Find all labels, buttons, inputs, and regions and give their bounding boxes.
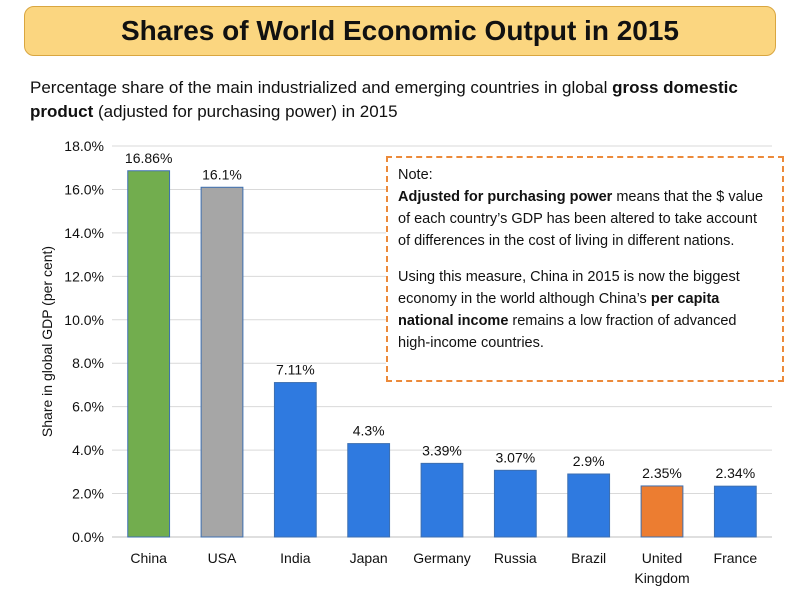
bar <box>127 170 171 538</box>
y-tick-label: 8.0% <box>72 355 104 371</box>
note-p1-bold: Adjusted for purchasing power <box>398 189 613 205</box>
title-banner: Shares of World Economic Output in 2015 <box>24 6 776 56</box>
chart-subtitle: Percentage share of the main industriali… <box>30 76 770 124</box>
x-tick-label: Russia <box>494 550 537 566</box>
y-tick-label: 10.0% <box>64 312 104 328</box>
bar <box>567 473 611 538</box>
data-label: 16.1% <box>202 166 242 182</box>
data-label: 16.86% <box>125 150 172 166</box>
y-tick-label: 16.0% <box>64 181 104 197</box>
bar <box>347 443 391 538</box>
data-label: 2.9% <box>573 453 605 469</box>
data-label: 4.3% <box>353 423 385 439</box>
x-tick-label: India <box>280 550 311 566</box>
y-tick-label: 14.0% <box>64 225 104 241</box>
y-tick-label: 18.0% <box>64 138 104 154</box>
note-p1-text: means that the $ value of each country’s… <box>398 189 764 249</box>
data-label: 7.11% <box>276 362 315 378</box>
y-tick-label: 2.0% <box>72 486 104 502</box>
x-tick-label: Germany <box>413 550 471 566</box>
bar <box>640 485 684 538</box>
note-p2-text-end: remains a low fraction of advanced high-… <box>398 313 737 351</box>
chart-title: Shares of World Economic Output in 2015 <box>120 15 680 46</box>
note-paragraph-2: Using this measure, China in 2015 is now… <box>398 266 772 354</box>
x-tick-label: Kingdom <box>634 570 689 586</box>
bar <box>200 186 244 538</box>
subtitle-text-end: (adjusted for purchasing power) in 2015 <box>93 102 398 121</box>
subtitle-text: Percentage share of the main industriali… <box>30 78 613 97</box>
note-heading: Note: <box>398 167 433 183</box>
x-tick-label: Japan <box>350 550 388 566</box>
bar <box>493 469 537 538</box>
bar <box>273 382 317 538</box>
bar <box>713 485 757 538</box>
bar <box>420 462 464 538</box>
y-tick-label: 4.0% <box>72 442 104 458</box>
data-label: 3.39% <box>422 442 462 458</box>
x-tick-label: USA <box>208 550 237 566</box>
note-paragraph-1: Adjusted for purchasing power means that… <box>398 186 772 252</box>
data-label: 2.35% <box>642 465 682 481</box>
data-label: 2.34% <box>715 465 755 481</box>
x-tick-label: United <box>642 550 682 566</box>
note-p2-text: Using this measure, China in 2015 is now… <box>398 269 740 307</box>
y-tick-label: 12.0% <box>64 268 104 284</box>
x-tick-label: China <box>130 550 167 566</box>
y-axis-title: Share in global GDP (per cent) <box>39 246 55 437</box>
note-p2-bold: per capita national income <box>398 291 720 329</box>
y-tick-label: 0.0% <box>72 529 104 545</box>
note-box: Note: Adjusted for purchasing power mean… <box>386 156 784 382</box>
x-tick-label: Brazil <box>571 550 606 566</box>
data-label: 3.07% <box>495 449 535 465</box>
x-tick-label: France <box>714 550 758 566</box>
subtitle-bold-text: gross domestic product <box>30 78 738 121</box>
y-tick-label: 6.0% <box>72 399 104 415</box>
